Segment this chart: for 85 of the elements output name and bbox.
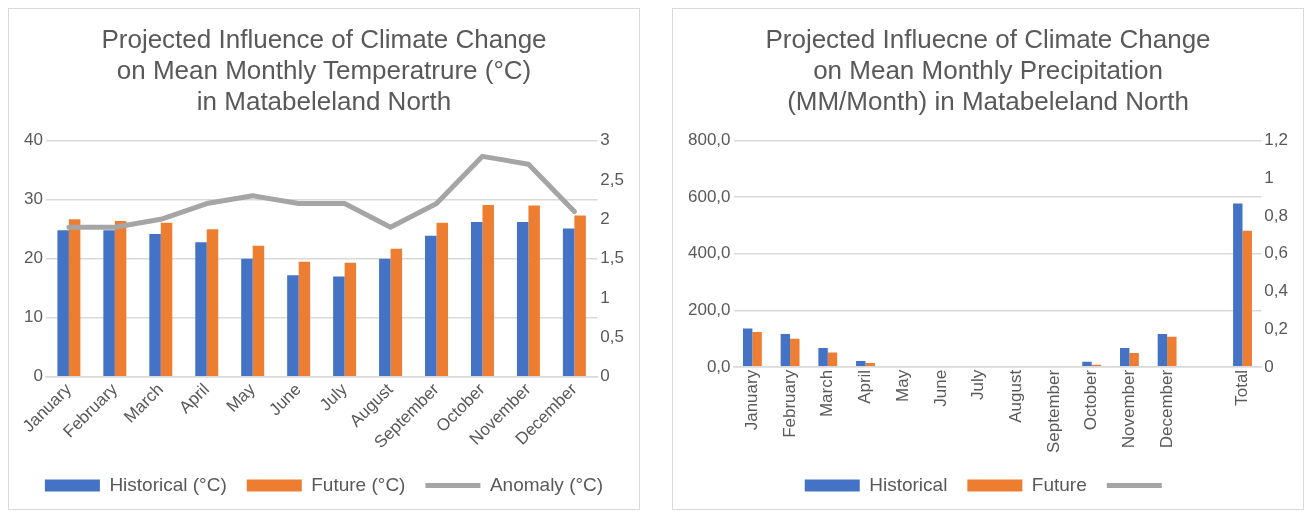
bar	[1157, 334, 1168, 367]
bar	[470, 222, 483, 377]
bar	[1129, 352, 1139, 367]
bar	[149, 233, 161, 377]
y-tick-label: 0	[33, 366, 43, 386]
y-tick-label: 600,0	[687, 186, 731, 206]
bar	[790, 338, 800, 367]
bar	[865, 362, 875, 367]
chart-title: Projected Influecne of Climate Change on Mean Monthly Precipitation (MM/Month) in Matabeleland North	[765, 23, 1211, 117]
bar	[1242, 230, 1252, 367]
bar	[1119, 347, 1130, 367]
x-tick-label: May	[222, 379, 260, 416]
y-tick-label: 40	[23, 130, 43, 150]
legend-label: Anomaly (°C)	[489, 473, 604, 495]
bar	[516, 222, 529, 377]
legend-label: Historical (°C)	[109, 473, 227, 495]
bar	[68, 219, 81, 377]
y-tick-label: 0,0	[706, 356, 731, 376]
y2-tick-label: 2	[600, 209, 610, 229]
y-tick-label: 20	[23, 248, 43, 268]
x-tick-label: August	[1005, 369, 1025, 423]
bar	[436, 222, 449, 377]
bar	[528, 205, 540, 377]
y-tick-label: 200,0	[687, 299, 731, 319]
y2-tick-label: 3	[600, 130, 610, 150]
bar	[103, 230, 115, 377]
y2-tick-label: 0,2	[1264, 318, 1289, 338]
x-tick-label: May	[892, 369, 912, 402]
y-tick-label: 30	[23, 189, 43, 209]
bar	[752, 332, 762, 367]
x-tick-label: October	[1081, 369, 1101, 431]
y2-tick-label: 0,4	[1264, 281, 1289, 301]
chart-title: Projected Influence of Climate Change on Mean Monthly Temperatrure (°C) in Matabeleland North	[101, 23, 547, 117]
bar	[1233, 203, 1243, 367]
y2-tick-label: 1	[1264, 167, 1274, 187]
bar	[780, 334, 791, 367]
x-tick-label: September	[1043, 369, 1063, 454]
y2-tick-label: 1	[600, 287, 610, 307]
bar	[287, 275, 299, 377]
bar	[333, 276, 345, 377]
legend-label: Historical	[869, 473, 948, 495]
bar	[114, 220, 127, 377]
bar	[390, 248, 403, 377]
x-tick-label: June	[930, 369, 950, 407]
bar	[298, 261, 311, 377]
y2-tick-label: 0	[600, 366, 610, 386]
y-tick-label: 800,0	[687, 130, 731, 150]
x-tick-label: July	[968, 369, 988, 401]
bar	[482, 204, 494, 377]
x-tick-label: July	[315, 379, 352, 415]
x-tick-label: Total	[1232, 369, 1252, 406]
x-tick-label: March	[817, 369, 837, 418]
y2-tick-label: 0,8	[1264, 205, 1289, 225]
bar	[818, 347, 828, 367]
bar	[742, 328, 753, 367]
y-tick-label: 400,0	[687, 243, 731, 263]
y2-tick-label: 0,6	[1264, 243, 1289, 263]
bar	[57, 230, 69, 377]
legend-label: Future (°C)	[311, 473, 406, 495]
y2-tick-label: 2,5	[600, 169, 625, 189]
bar	[827, 352, 838, 367]
bar	[206, 229, 219, 377]
y2-tick-label: 1,2	[1264, 130, 1289, 150]
x-tick-label: November	[1119, 369, 1139, 449]
legend-label: Future	[1031, 473, 1087, 495]
bar	[1167, 336, 1177, 367]
bar	[379, 258, 391, 377]
y2-tick-label: 0,5	[600, 327, 625, 347]
bar	[241, 258, 253, 377]
bar	[856, 360, 866, 367]
bar	[562, 228, 575, 377]
x-tick-label: February	[779, 369, 799, 438]
y-tick-label: 10	[23, 307, 43, 327]
x-tick-label: April	[855, 369, 875, 404]
bar	[344, 262, 357, 377]
bar	[1082, 361, 1092, 367]
bar	[574, 215, 586, 377]
y2-tick-label: 1,5	[600, 248, 625, 268]
bar	[195, 242, 207, 377]
x-tick-label: December	[1156, 369, 1176, 449]
bar	[252, 245, 265, 377]
y2-tick-label: 0	[1264, 356, 1274, 376]
bar	[160, 222, 173, 377]
x-tick-label: January	[742, 369, 762, 431]
bar	[425, 235, 437, 377]
